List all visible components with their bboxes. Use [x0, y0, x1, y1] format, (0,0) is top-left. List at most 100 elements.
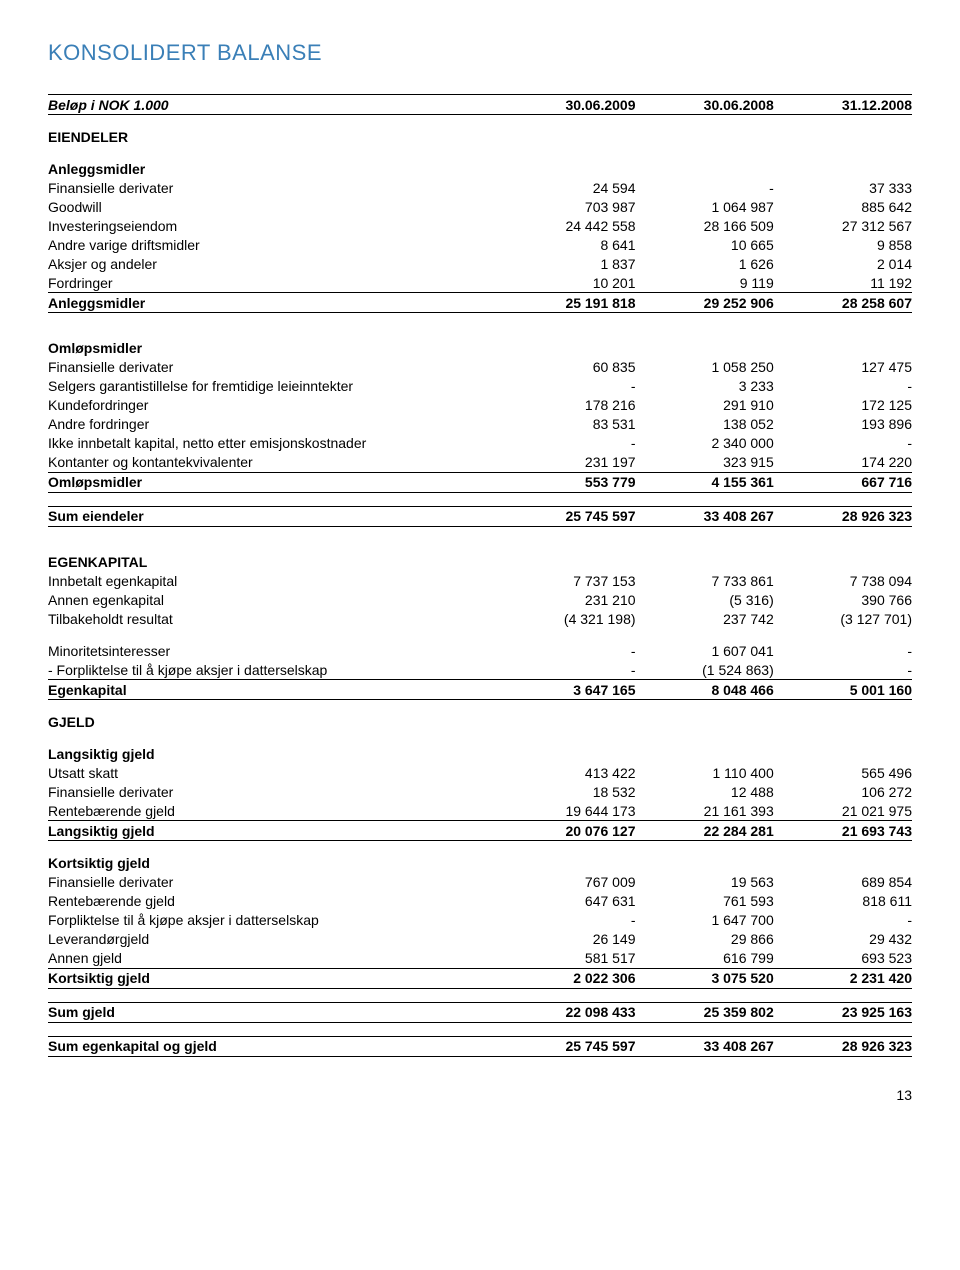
row-value: (1 524 863) [636, 660, 774, 680]
row-value: 172 125 [774, 396, 912, 415]
row-value: 1 110 400 [636, 763, 774, 782]
row-label: Andre fordringer [48, 415, 497, 434]
row-value: 11 192 [774, 273, 912, 293]
row-value: 1 058 250 [636, 358, 774, 377]
row-value: 127 475 [774, 358, 912, 377]
row-value: 1 647 700 [636, 911, 774, 930]
header-label: Beløp i NOK 1.000 [48, 95, 497, 115]
row-value: 231 210 [497, 590, 635, 609]
row-value: 138 052 [636, 415, 774, 434]
row-value: 24 442 558 [497, 216, 635, 235]
row-label: Kontanter og kontantekvivalenter [48, 453, 497, 473]
subtotal-value: 25 745 597 [497, 1036, 635, 1056]
row-value: 1 837 [497, 254, 635, 273]
row-value: 21 161 393 [636, 801, 774, 821]
row-value: - [774, 911, 912, 930]
row-value: 29 432 [774, 930, 912, 949]
row-value: - [774, 377, 912, 396]
row-value: 193 896 [774, 415, 912, 434]
row-value: 2 014 [774, 254, 912, 273]
row-value: - [497, 911, 635, 930]
section-label: Anleggsmidler [48, 147, 497, 179]
row-value: - [497, 377, 635, 396]
row-label: Goodwill [48, 197, 497, 216]
row-value: - [497, 641, 635, 660]
subtotal-value: 5 001 160 [774, 680, 912, 700]
row-label: - Forpliktelse til å kjøpe aksjer i datt… [48, 660, 497, 680]
row-value: - [774, 434, 912, 453]
row-value: 703 987 [497, 197, 635, 216]
row-label: Finansielle derivater [48, 873, 497, 892]
row-value: 27 312 567 [774, 216, 912, 235]
subtotal-label: Langsiktig gjeld [48, 821, 497, 841]
row-value: 7 733 861 [636, 571, 774, 590]
row-value: - [497, 434, 635, 453]
subtotal-value: 21 693 743 [774, 821, 912, 841]
row-value: 19 644 173 [497, 801, 635, 821]
subtotal-value: 2 022 306 [497, 968, 635, 988]
row-value: 9 858 [774, 235, 912, 254]
row-value: 174 220 [774, 453, 912, 473]
subtotal-value: 33 408 267 [636, 506, 774, 526]
row-value: - [774, 641, 912, 660]
row-label: Ikke innbetalt kapital, netto etter emis… [48, 434, 497, 453]
subtotal-label: Sum egenkapital og gjeld [48, 1036, 497, 1056]
row-label: Finansielle derivater [48, 178, 497, 197]
row-value: - [636, 178, 774, 197]
row-value: 767 009 [497, 873, 635, 892]
row-value: 37 333 [774, 178, 912, 197]
row-label: Finansielle derivater [48, 782, 497, 801]
row-value: 8 641 [497, 235, 635, 254]
row-value: 60 835 [497, 358, 635, 377]
row-value: 178 216 [497, 396, 635, 415]
row-value: 19 563 [636, 873, 774, 892]
row-value: 616 799 [636, 949, 774, 969]
subtotal-value: 2 231 420 [774, 968, 912, 988]
row-value: 761 593 [636, 892, 774, 911]
row-value: 7 737 153 [497, 571, 635, 590]
subtotal-value: 28 258 607 [774, 293, 912, 313]
row-value: 26 149 [497, 930, 635, 949]
row-value: 10 665 [636, 235, 774, 254]
row-value: 1 607 041 [636, 641, 774, 660]
subtotal-value: 22 098 433 [497, 1002, 635, 1022]
row-value: 693 523 [774, 949, 912, 969]
row-value: 323 915 [636, 453, 774, 473]
header-col2: 30.06.2008 [636, 95, 774, 115]
row-value: (4 321 198) [497, 609, 635, 628]
page-number: 13 [48, 1087, 912, 1103]
row-label: Rentebærende gjeld [48, 801, 497, 821]
section-label: Langsiktig gjeld [48, 732, 497, 764]
row-value: 9 119 [636, 273, 774, 293]
row-label: Utsatt skatt [48, 763, 497, 782]
row-value: 106 272 [774, 782, 912, 801]
row-label: Innbetalt egenkapital [48, 571, 497, 590]
row-value: 390 766 [774, 590, 912, 609]
row-label: Tilbakeholdt resultat [48, 609, 497, 628]
row-value: 24 594 [497, 178, 635, 197]
row-value: 581 517 [497, 949, 635, 969]
subtotal-value: 28 926 323 [774, 506, 912, 526]
subtotal-value: 33 408 267 [636, 1036, 774, 1056]
section-label: EGENKAPITAL [48, 540, 497, 572]
row-label: Fordringer [48, 273, 497, 293]
subtotal-label: Sum eiendeler [48, 506, 497, 526]
row-value: 29 866 [636, 930, 774, 949]
subtotal-value: 29 252 906 [636, 293, 774, 313]
row-value: 1 064 987 [636, 197, 774, 216]
row-value: 7 738 094 [774, 571, 912, 590]
header-col1: 30.06.2009 [497, 95, 635, 115]
subtotal-value: 25 191 818 [497, 293, 635, 313]
header-col3: 31.12.2008 [774, 95, 912, 115]
row-label: Kundefordringer [48, 396, 497, 415]
row-value: 885 642 [774, 197, 912, 216]
row-value: 2 340 000 [636, 434, 774, 453]
section-label: Omløpsmidler [48, 326, 497, 358]
row-label: Annen egenkapital [48, 590, 497, 609]
subtotal-value: 20 076 127 [497, 821, 635, 841]
subtotal-value: 3 075 520 [636, 968, 774, 988]
subtotal-value: 25 745 597 [497, 506, 635, 526]
row-value: 237 742 [636, 609, 774, 628]
row-label: Selgers garantistillelse for fremtidige … [48, 377, 497, 396]
row-value: 12 488 [636, 782, 774, 801]
